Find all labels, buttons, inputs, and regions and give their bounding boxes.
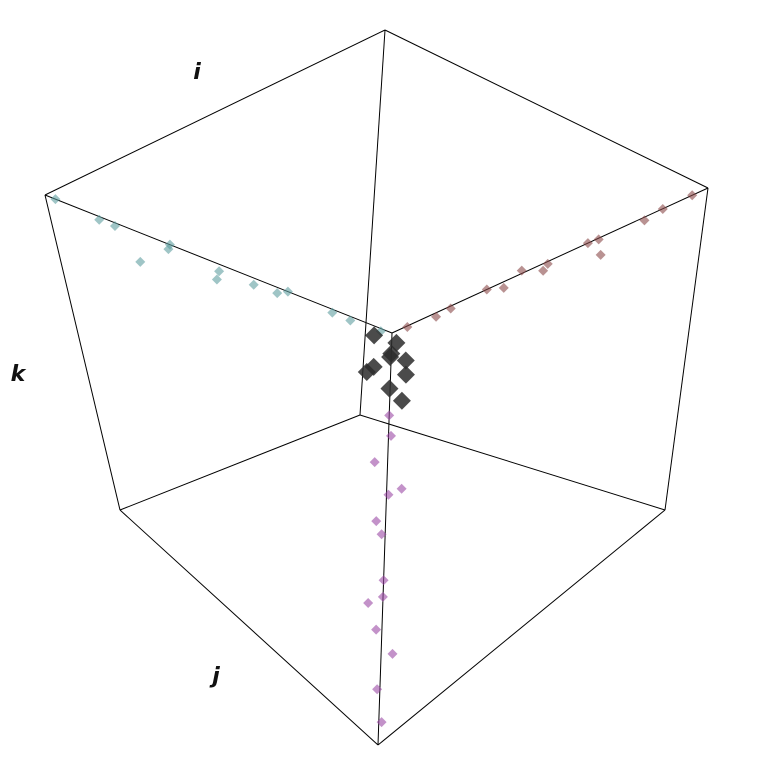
data-point bbox=[378, 575, 389, 586]
data-point bbox=[402, 321, 413, 332]
cube-edge bbox=[359, 414, 666, 511]
data-point bbox=[376, 717, 387, 728]
data-point bbox=[376, 529, 387, 540]
data-point bbox=[377, 591, 388, 602]
data-point bbox=[365, 326, 384, 345]
data-point bbox=[371, 624, 382, 635]
cube-edge bbox=[44, 194, 121, 511]
data-point bbox=[383, 489, 394, 500]
cube-edge bbox=[384, 29, 709, 189]
data-point bbox=[357, 362, 376, 381]
data-point bbox=[687, 190, 698, 201]
cube-edge bbox=[44, 29, 386, 196]
data-point bbox=[396, 483, 407, 494]
data-point bbox=[396, 351, 415, 370]
data-point bbox=[582, 238, 593, 249]
data-point bbox=[135, 256, 146, 267]
data-point bbox=[595, 249, 606, 260]
cube-edge bbox=[119, 509, 379, 746]
cube-edge bbox=[664, 187, 709, 511]
data-point bbox=[381, 348, 400, 367]
data-point bbox=[248, 279, 259, 290]
data-point bbox=[445, 303, 456, 314]
data-point bbox=[498, 282, 509, 293]
data-point bbox=[593, 234, 604, 245]
cube-edge bbox=[377, 509, 666, 746]
data-point bbox=[214, 266, 225, 277]
cube-edge bbox=[391, 187, 709, 334]
data-point bbox=[392, 391, 411, 410]
data-point bbox=[387, 648, 398, 659]
cube-edges bbox=[44, 29, 709, 746]
data-point bbox=[363, 597, 374, 608]
data-point bbox=[431, 311, 442, 322]
data-point bbox=[372, 684, 383, 695]
data-point bbox=[282, 286, 293, 297]
data-point bbox=[369, 457, 380, 468]
cube-edge bbox=[377, 332, 393, 746]
data-point bbox=[380, 379, 399, 398]
data-point bbox=[481, 284, 492, 295]
data-point bbox=[345, 315, 356, 326]
cube-edge bbox=[44, 194, 393, 334]
data-point bbox=[272, 288, 283, 299]
data-point bbox=[384, 410, 395, 421]
cube-edge bbox=[119, 414, 361, 511]
data-point bbox=[387, 333, 406, 352]
cube-edge bbox=[359, 29, 386, 416]
data-point bbox=[211, 274, 222, 285]
data-point bbox=[386, 430, 397, 441]
data-point bbox=[657, 203, 668, 214]
axis-label-j: j bbox=[209, 664, 220, 689]
data-point bbox=[94, 214, 105, 225]
data-point bbox=[396, 365, 415, 384]
axis-label-i: i bbox=[193, 60, 201, 85]
axis-label-k: k bbox=[11, 362, 27, 387]
data-point bbox=[542, 258, 553, 269]
data-point bbox=[516, 265, 527, 276]
data-point bbox=[164, 239, 175, 250]
data-point bbox=[50, 194, 61, 205]
data-point bbox=[327, 307, 338, 318]
data-point bbox=[371, 516, 382, 527]
data-point bbox=[538, 265, 549, 276]
point-cloud bbox=[50, 190, 698, 728]
data-point bbox=[639, 215, 650, 226]
data-point bbox=[109, 220, 120, 231]
